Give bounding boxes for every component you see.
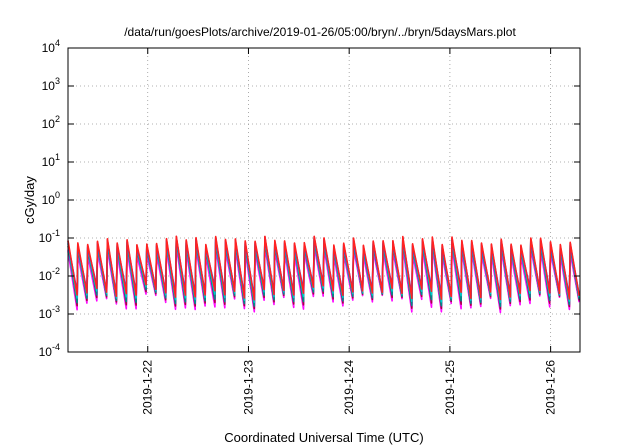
series-group [67, 235, 580, 314]
y-axis-label: cGy/day [22, 176, 37, 224]
y-tick-exponent: -3 [52, 304, 60, 314]
grid [68, 48, 580, 352]
chart-title: /data/run/goesPlots/archive/2019-01-26/0… [124, 25, 516, 39]
y-tick-label: 101 [42, 152, 60, 169]
y-tick-exponent: -1 [52, 228, 60, 238]
x-axis: 2019-1-22 2019-1-23 2019-1-24 2019-1-25 2019… [141, 48, 558, 415]
y-tick-label: 10-3 [39, 304, 60, 321]
x-tick-label: 2019-1-22 [141, 360, 155, 415]
y-tick-exponent: 4 [55, 38, 60, 48]
y-tick-exponent: 1 [55, 152, 60, 162]
y-tick-label: 102 [42, 114, 60, 131]
y-tick-label: 104 [42, 38, 60, 55]
y-tick-label: 100 [42, 190, 60, 207]
x-tick-label: 2019-1-24 [342, 360, 356, 415]
y-tick-label: 103 [42, 76, 60, 93]
y-tick-label: 10-4 [39, 342, 60, 359]
y-tick-exponent: 0 [55, 190, 60, 200]
y-tick-label: 10-1 [39, 228, 60, 245]
x-tick-label: 2019-1-25 [443, 360, 457, 415]
y-tick-exponent: 3 [55, 76, 60, 86]
y-tick-exponent: -2 [52, 266, 60, 276]
y-tick-exponent: -4 [52, 342, 60, 352]
y-tick-label: 10-2 [39, 266, 60, 283]
x-tick-label: 2019-1-23 [241, 360, 255, 415]
series-line [67, 235, 580, 301]
x-axis-label: Coordinated Universal Time (UTC) [224, 430, 423, 445]
y-tick-exponent: 2 [55, 114, 60, 124]
x-tick-label: 2019-1-26 [544, 360, 558, 415]
